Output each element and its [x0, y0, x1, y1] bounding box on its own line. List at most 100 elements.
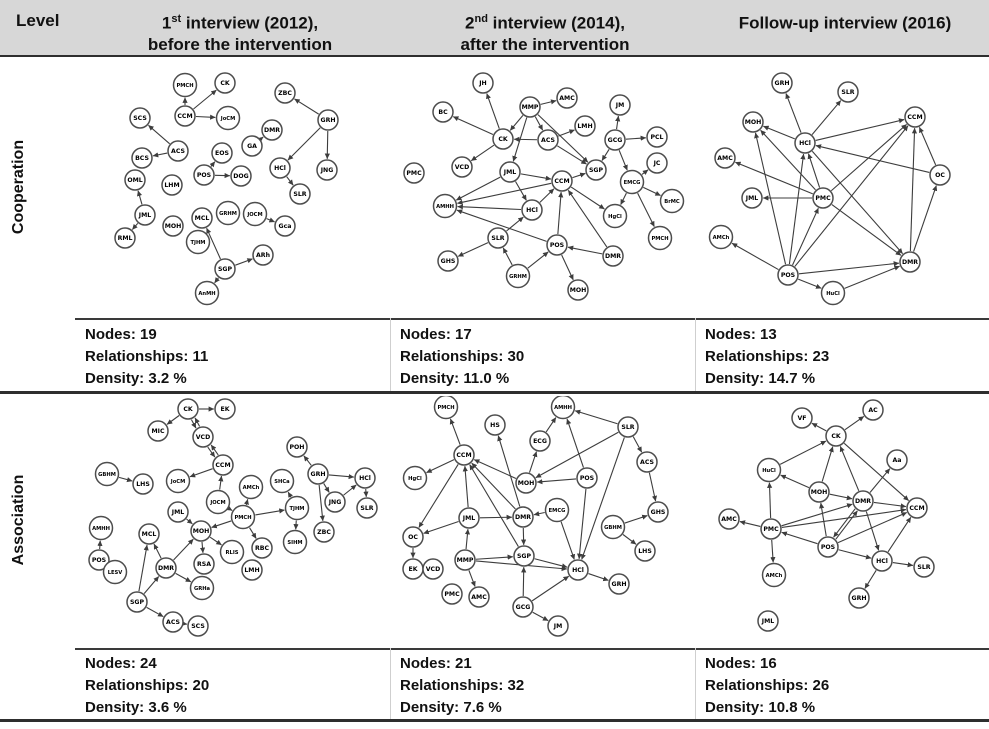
- actor-node-label: POS: [550, 242, 564, 249]
- actor-node: GRH: [848, 587, 870, 609]
- relationship-edge: [572, 172, 586, 179]
- actor-node: CK: [825, 425, 847, 447]
- actor-node-label: HCl: [526, 207, 538, 214]
- network-canvas: PMCH CK CCM JoCM SCS ACS BCS OML LHM EOS POS DOG GA D…: [114, 72, 339, 306]
- actor-node-label: GBHM: [98, 472, 116, 478]
- relationship-edge: [844, 415, 865, 431]
- actor-node-label: ZBC: [317, 529, 331, 536]
- actor-node-label: LHS: [136, 481, 150, 488]
- header-col-line1: 1st interview (2012),: [161, 13, 319, 33]
- stat-relationships: Relationships: 23: [705, 348, 830, 365]
- actor-node-label: AMCh: [766, 573, 783, 579]
- network-cooperation-2012: PMCH CK CCM JoCM SCS ACS BCS OML LHM EOS POS DOG GA D…: [85, 60, 385, 313]
- actor-node: SGP: [214, 258, 236, 280]
- actor-node-label: PMCH: [437, 405, 454, 411]
- relationship-edge: [97, 540, 103, 550]
- actor-node: PMC: [403, 162, 425, 184]
- stat-density: Density: 3.2 %: [85, 370, 187, 387]
- actor-node-label: POS: [580, 475, 594, 482]
- actor-node-label: JM: [615, 102, 624, 109]
- relationship-edge: [864, 570, 877, 589]
- row-label-cooperation: Cooperation: [10, 139, 27, 235]
- actor-node-label: EMCG: [624, 180, 641, 186]
- relationship-edge: [844, 265, 900, 289]
- relationship-edge: [255, 508, 285, 516]
- relationship-edge: [815, 118, 905, 142]
- actor-node-label: JM: [553, 623, 562, 630]
- actor-node: HCl: [567, 559, 589, 581]
- stat-relationships: Relationships: 30: [400, 348, 525, 365]
- actor-node-label: BCS: [135, 155, 149, 162]
- actor-node: BCS: [131, 147, 153, 169]
- actor-node-label: SIHM: [287, 540, 302, 546]
- actor-node: VCD: [451, 156, 473, 178]
- actor-node-label: HuCl: [826, 291, 840, 297]
- relationship-edge: [195, 114, 216, 120]
- actor-node-label: MMP: [522, 104, 539, 111]
- actor-node: RML: [114, 227, 136, 249]
- actor-node: BC: [432, 101, 454, 123]
- actor-node-label: SLR: [841, 89, 854, 96]
- actor-node: ZBC: [313, 521, 335, 543]
- actor-node-label: GRH: [611, 581, 626, 588]
- actor-node-label: CK: [220, 80, 230, 87]
- actor-node: MOH: [515, 472, 537, 494]
- actor-node: CK: [214, 72, 236, 94]
- stats-column-separator: [695, 318, 696, 391]
- relationship-edge: [557, 191, 564, 235]
- actor-node-label: CCM: [215, 462, 230, 469]
- actor-node-label: RLIS: [226, 550, 239, 556]
- relationship-edge: [475, 554, 514, 560]
- actor-node-label: EMCG: [549, 508, 566, 514]
- relationship-edge: [913, 185, 938, 252]
- actor-node-label: CK: [498, 136, 508, 143]
- actor-node: ACS: [537, 129, 559, 151]
- actor-node-label: HCl: [876, 558, 888, 565]
- actor-node-label: JoCM: [170, 479, 185, 485]
- actor-node: GHS: [437, 250, 459, 272]
- relationship-edge: [469, 464, 519, 547]
- relationship-edge: [328, 474, 355, 480]
- stats-cooperation-2012: Nodes: 19 Relationships: 11 Density: 3.2…: [85, 324, 208, 390]
- relationship-edge: [363, 488, 369, 498]
- actor-node: LHS: [132, 473, 154, 495]
- actor-node-label: MOH: [811, 489, 828, 496]
- actor-node-label: AMCh: [243, 485, 260, 491]
- relationship-edge: [502, 247, 513, 266]
- actor-node-label: OC: [935, 172, 945, 179]
- actor-node-label: GRH: [774, 80, 789, 87]
- actor-node-label: HgCl: [408, 476, 422, 482]
- stat-density: Density: 7.6 %: [400, 699, 502, 716]
- relationship-edge: [580, 437, 625, 560]
- actor-node: MMP: [454, 549, 476, 571]
- actor-node-label: RBC: [255, 545, 269, 552]
- actor-node-label: HCl: [359, 475, 371, 482]
- relationship-edge: [207, 446, 216, 458]
- actor-node: PMCH: [647, 225, 673, 251]
- actor-node: JML: [499, 161, 521, 183]
- actor-node: ARh: [252, 244, 274, 266]
- actor-node-label: DMR: [158, 565, 174, 572]
- relationship-edge: [146, 606, 164, 618]
- actor-node: SLR: [289, 183, 311, 205]
- relationship-edge: [470, 144, 495, 162]
- relationship-edge: [189, 468, 213, 478]
- relationship-edge: [918, 127, 937, 166]
- actor-node: EMCG: [619, 169, 645, 195]
- actor-node-label: JML: [171, 509, 184, 516]
- relationship-edge: [118, 476, 133, 483]
- relationship-edge: [243, 498, 249, 506]
- relationship-edge: [558, 129, 575, 137]
- actor-node-label: SLR: [491, 235, 504, 242]
- actor-node: MIC: [147, 420, 169, 442]
- actor-node-label: AMHH: [436, 204, 454, 210]
- relationship-edge: [807, 153, 821, 188]
- relationship-edge: [418, 464, 459, 528]
- relationship-edge: [567, 189, 608, 248]
- actor-node: JOCM: [242, 201, 268, 227]
- actor-node-label: MMP: [457, 557, 474, 564]
- actor-node-label: AMC: [471, 594, 487, 601]
- relationship-edge: [780, 474, 810, 489]
- actor-node-label: CK: [183, 406, 193, 413]
